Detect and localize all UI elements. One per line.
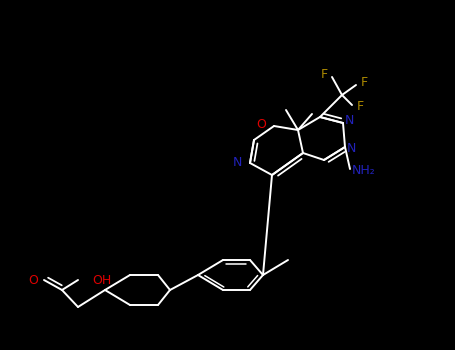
Text: OH: OH (92, 273, 111, 287)
Text: F: F (360, 77, 368, 90)
Text: NH₂: NH₂ (352, 164, 376, 177)
Text: O: O (28, 274, 38, 287)
Text: F: F (356, 100, 364, 113)
Text: N: N (345, 114, 354, 127)
Text: O: O (256, 118, 266, 131)
Text: N: N (347, 142, 356, 155)
Text: F: F (320, 69, 328, 82)
Text: N: N (233, 156, 242, 169)
